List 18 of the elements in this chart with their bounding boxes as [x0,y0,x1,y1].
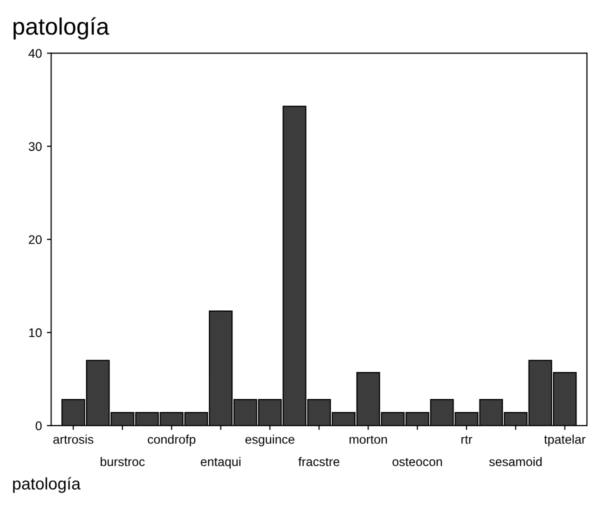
y-tick-label: 40 [28,49,42,58]
x-tick-label: entaqui [200,456,240,469]
x-tick-label: fracstre [298,456,340,466]
x-tick-label: morton [350,436,387,444]
x-tick-label: esguince [245,434,294,446]
x-tick-label: condrofp [148,434,196,446]
x-tick-label: artrosis [53,434,94,444]
x-tick-label: rtr [461,436,472,444]
y-tick-label: 0 [36,421,42,430]
y-tick-label: 10 [29,328,42,338]
x-tick-label: burstroc [100,456,145,466]
y-tick-label: 20 [28,235,42,244]
x-tick-label: tpatelar [544,434,586,446]
x-tick-label: osteocon [392,458,442,466]
x-tick-label: sesamoid [489,456,542,466]
y-tick-label: 30 [28,142,42,151]
x-axis-title: patología [13,477,81,493]
chart-title: patología [14,17,110,40]
